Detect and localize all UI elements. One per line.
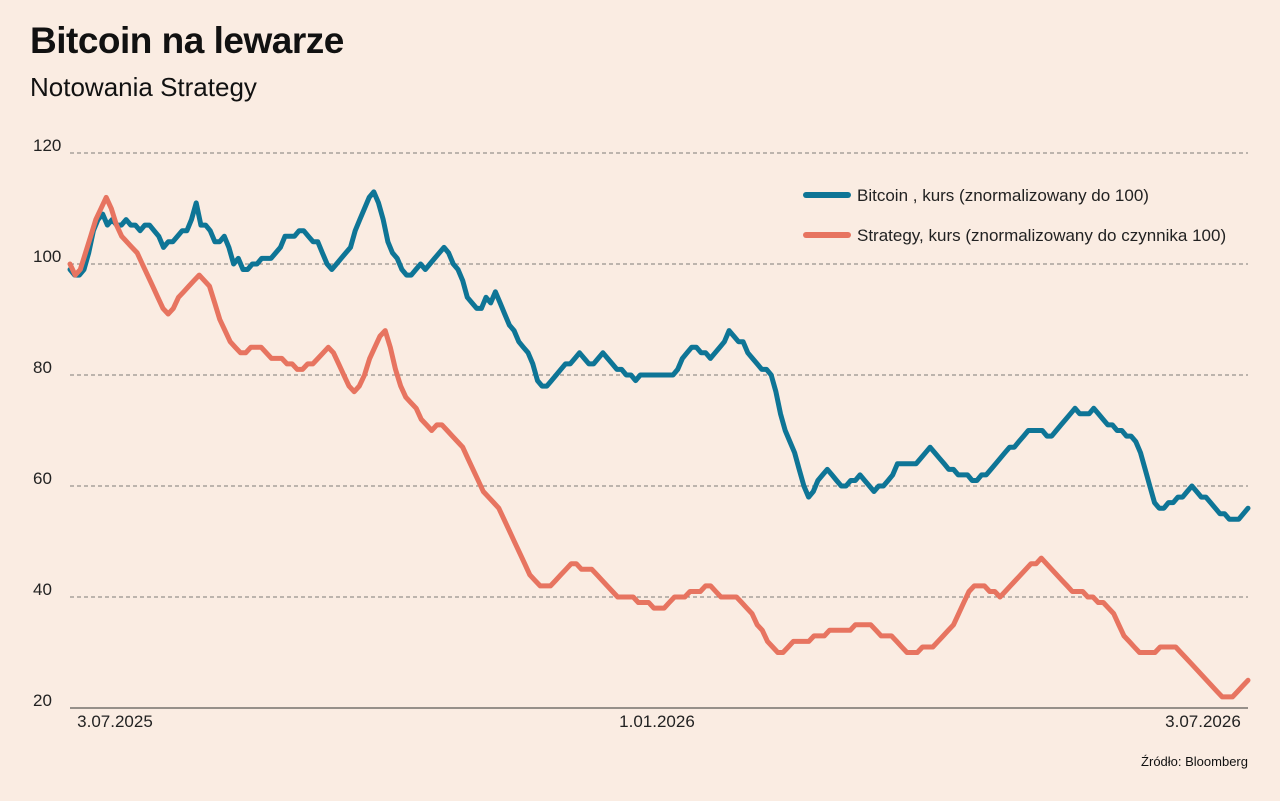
x-axis-ticks: 3.07.2025 1.01.2026 3.07.2026 bbox=[77, 712, 1241, 731]
y-tick-label: 20 bbox=[33, 691, 52, 710]
y-axis-ticks: 20 40 60 80 100 120 bbox=[33, 136, 61, 710]
source-note: Źródło: Bloomberg bbox=[1141, 754, 1248, 769]
y-tick-label: 80 bbox=[33, 358, 52, 377]
x-tick-label: 3.07.2025 bbox=[77, 712, 153, 731]
y-tick-label: 120 bbox=[33, 136, 61, 155]
y-tick-label: 60 bbox=[33, 469, 52, 488]
series-lines bbox=[67, 189, 1251, 700]
x-tick-label: 1.01.2026 bbox=[619, 712, 695, 731]
series-line-bitcoin bbox=[67, 189, 1251, 522]
chart-title: Bitcoin na lewarze bbox=[30, 20, 344, 61]
grid-lines bbox=[70, 152, 1248, 709]
legend-label-strategy: Strategy, kurs (znormalizowany do czynni… bbox=[857, 226, 1226, 245]
y-tick-label: 100 bbox=[33, 247, 61, 266]
series-line-strategy bbox=[67, 194, 1251, 700]
y-tick-label: 40 bbox=[33, 580, 52, 599]
legend-label-bitcoin: Bitcoin , kurs (znormalizowany do 100) bbox=[857, 186, 1149, 205]
chart-subtitle: Notowania Strategy bbox=[30, 72, 257, 102]
legend: Bitcoin , kurs (znormalizowany do 100) St… bbox=[803, 186, 1226, 245]
x-tick-label: 3.07.2026 bbox=[1165, 712, 1241, 731]
